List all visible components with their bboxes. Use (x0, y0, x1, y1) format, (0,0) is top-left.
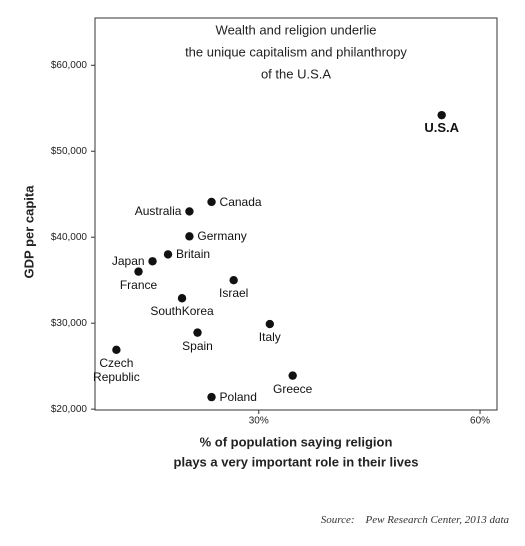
point (265, 319, 275, 329)
point-label: Spain (182, 338, 213, 353)
point-label: Japan (111, 254, 145, 269)
point (193, 328, 202, 337)
point (185, 207, 194, 216)
source-text: Pew Research Center, 2013 data (365, 514, 509, 526)
chart-title: the unique capitalism and philanthropy (185, 44, 407, 59)
x-tick-label: 30% (249, 416, 269, 427)
point-label: Britain (176, 247, 211, 262)
source-label: Source: (320, 514, 355, 526)
point (163, 250, 173, 259)
plot-frame (94, 17, 498, 411)
point-label: Australia (134, 204, 182, 219)
point-label: U.S.A (424, 120, 459, 136)
point (148, 257, 157, 266)
point (185, 232, 194, 241)
x-axis-label: % of population saying religion (200, 434, 393, 449)
point-label: Greece (272, 381, 313, 396)
y-tick-label: $20,000 (51, 404, 88, 415)
point (229, 275, 238, 285)
point-label: Israel (218, 286, 249, 301)
y-tick-label: $60,000 (51, 60, 88, 71)
y-tick-label: $30,000 (51, 318, 88, 329)
point-label: Canada (219, 194, 262, 209)
point (437, 110, 446, 120)
x-axis-label: plays a very important role in their liv… (174, 454, 419, 469)
y-tick-label: $40,000 (51, 232, 88, 243)
point-label: Czech Republic (93, 355, 140, 384)
chart-title: Wealth and religion underlie (216, 22, 377, 37)
point (288, 371, 297, 380)
point (134, 267, 143, 276)
source: Source: Pew Research Center, 2013 data (321, 514, 509, 526)
point (207, 392, 216, 402)
y-axis-label: GDP per capita (21, 185, 36, 279)
point-label: SouthKorea (150, 304, 214, 319)
chart-title: of the U.S.A (261, 66, 331, 81)
point (112, 345, 121, 355)
y-tick-label: $50,000 (51, 146, 88, 157)
point-label: France (119, 277, 158, 292)
x-tick-label: 60% (470, 416, 490, 427)
point (207, 197, 216, 207)
point-label: Germany (197, 229, 247, 244)
point (177, 294, 187, 303)
point-label: Poland (219, 390, 257, 405)
point-label: Italy (258, 330, 281, 345)
